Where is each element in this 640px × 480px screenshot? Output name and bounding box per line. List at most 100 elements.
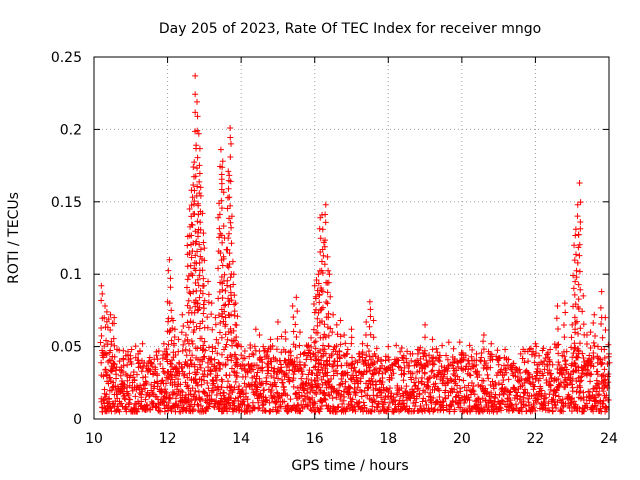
data-point [324,300,331,307]
data-point [222,361,229,368]
data-point [580,371,587,378]
data-point [238,352,245,359]
data-point [311,282,318,289]
data-point [239,361,246,368]
data-point [201,338,208,345]
data-point [195,211,202,218]
data-point [477,357,484,364]
data-point [329,395,336,402]
data-point [510,405,517,412]
data-point [347,384,354,391]
data-point [587,344,594,351]
data-point [282,329,289,336]
data-point [329,329,336,336]
data-point [167,360,174,367]
data-point [512,401,519,408]
data-point [381,396,388,403]
data-point [534,394,541,401]
data-point [190,319,197,326]
data-point [314,329,321,336]
data-point [182,346,189,353]
data-point [427,374,434,381]
data-point [266,399,273,406]
data-point [583,341,590,348]
data-point [571,242,578,249]
data-point [196,272,203,279]
data-point [228,213,235,220]
data-point [231,351,238,358]
data-point [216,329,223,336]
data-point [118,400,125,407]
data-point [322,365,329,372]
data-point [348,354,355,361]
data-point [517,369,524,376]
data-point [348,365,355,372]
data-point [394,390,401,397]
data-point [233,322,240,329]
data-point [312,345,319,352]
data-point [587,371,594,378]
data-point [559,371,566,378]
data-point [487,381,494,388]
data-point [153,352,160,359]
data-point [254,369,261,376]
data-point [401,371,408,378]
data-point [455,363,462,370]
data-point [599,359,606,366]
data-point [293,333,300,340]
data-point [219,239,226,246]
data-point [250,351,257,358]
data-point [198,395,205,402]
data-point [473,369,480,376]
data-point [209,343,216,350]
data-point [194,127,201,134]
data-point [126,401,133,408]
data-point [165,368,172,375]
data-point [569,384,576,391]
data-point [525,395,532,402]
data-point [212,345,219,352]
data-point [600,397,607,404]
data-point [117,401,124,408]
data-point [159,377,166,384]
data-point [325,279,332,286]
data-point [322,334,329,341]
data-point [488,340,495,347]
data-point [293,294,300,301]
data-point [261,387,268,394]
data-point [363,380,370,387]
data-point [355,350,362,357]
data-point [546,407,553,414]
data-point [99,352,106,359]
data-point [294,385,301,392]
data-point [290,314,297,321]
data-point [410,400,417,407]
data-point [187,305,194,312]
data-point [192,279,199,286]
data-point [571,340,578,347]
data-point [200,239,207,246]
data-point [531,383,538,390]
data-point [392,360,399,367]
data-point [224,246,231,253]
data-point [341,332,348,339]
data-point [289,366,296,373]
data-point [196,294,203,301]
data-point [487,353,494,360]
data-point [344,346,351,353]
data-point [194,233,201,240]
data-point [572,278,579,285]
data-point [147,406,154,413]
chart-title: Day 205 of 2023, Rate Of TEC Index for r… [159,21,541,37]
data-point [181,371,188,378]
data-point [490,385,497,392]
data-point [594,371,601,378]
data-point [322,211,329,218]
data-point [335,403,342,410]
data-point [159,365,166,372]
data-point [403,359,410,366]
data-point [531,359,538,366]
data-point [407,350,414,357]
data-point [576,241,583,248]
data-point [130,368,137,375]
